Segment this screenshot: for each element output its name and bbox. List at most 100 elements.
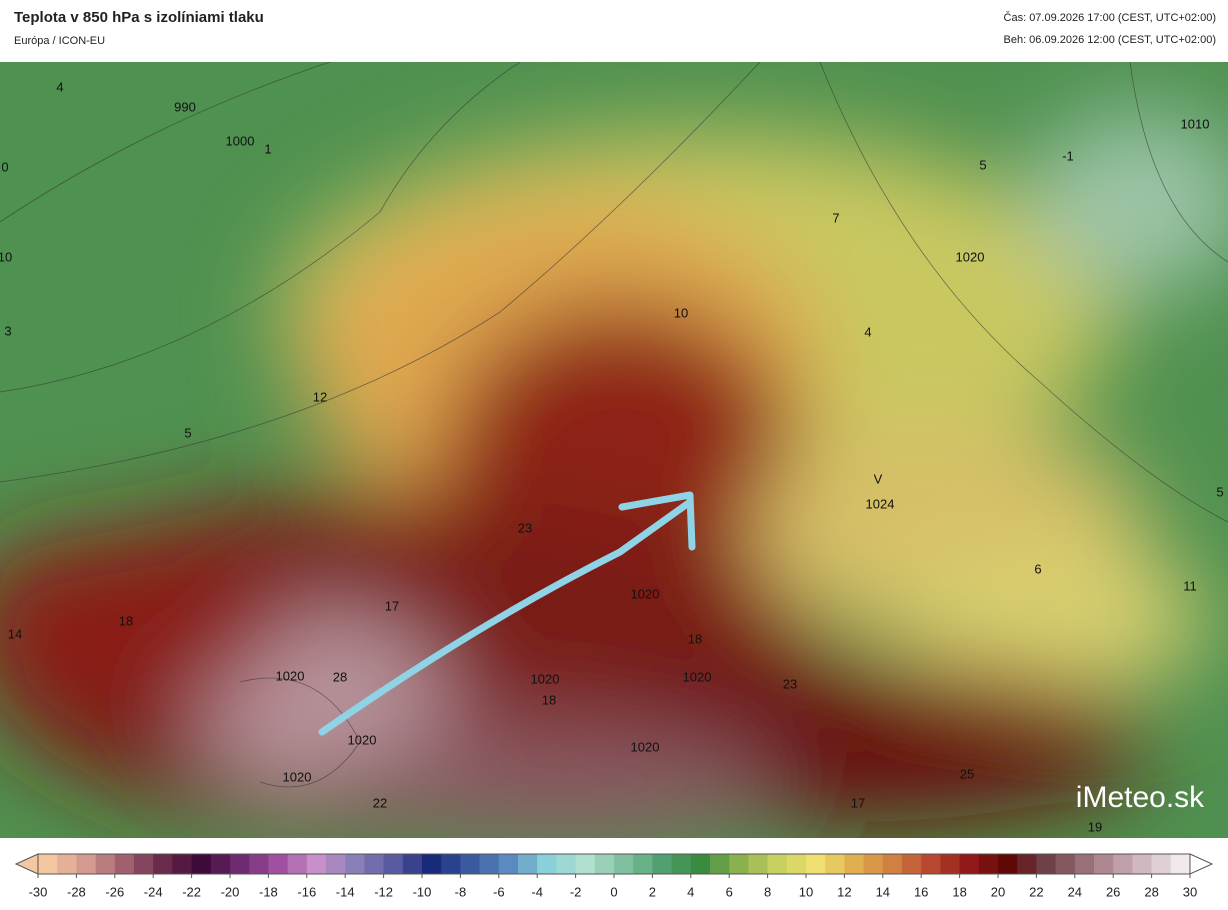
colorbar-swatch	[306, 854, 327, 874]
map-label: 4	[864, 324, 871, 339]
colorbar-swatch	[767, 854, 788, 874]
map-label: 19	[1088, 819, 1102, 834]
colorbar-swatch	[345, 854, 365, 874]
colorbar-tick-label: 12	[837, 884, 851, 899]
colorbar-swatch	[844, 854, 865, 874]
colorbar-tick-label: 22	[1029, 884, 1043, 899]
colorbar-tick-label: -18	[259, 884, 278, 899]
colorbar-swatch	[172, 854, 193, 874]
colorbar-swatch	[230, 854, 250, 874]
colorbar-swatch	[134, 854, 154, 874]
colorbar-swatch	[441, 854, 461, 874]
map-label: 28	[333, 669, 347, 684]
map-label: 18	[688, 631, 702, 646]
colorbar-tick-label: 6	[726, 884, 733, 899]
map-label: 18	[119, 613, 133, 628]
colorbar-tick-label: -26	[105, 884, 124, 899]
map-label: 5	[184, 425, 191, 440]
colorbar-tick-label: 30	[1183, 884, 1197, 899]
colorbar-swatch	[383, 854, 404, 874]
map-label: 4	[56, 79, 63, 94]
colorbar-tick-label: 24	[1068, 884, 1082, 899]
map-label: 25	[960, 766, 974, 781]
colorbar-swatch	[1151, 854, 1172, 874]
colorbar-swatch	[479, 854, 500, 874]
colorbar-swatch	[652, 854, 673, 874]
map-label: 17	[851, 795, 865, 810]
colorbar-tick-label: 4	[687, 884, 694, 899]
colorbar-tick-label: -4	[531, 884, 543, 899]
arrow	[318, 491, 696, 736]
colorbar-swatch	[959, 854, 980, 874]
colorbar-swatch	[729, 854, 749, 874]
map-label: 1020	[283, 769, 312, 784]
colorbar-swatch	[863, 854, 884, 874]
map-label: 1020	[956, 249, 985, 264]
map-label: 1020	[683, 669, 712, 684]
colorbar-tick-label: -30	[29, 884, 48, 899]
colorbar-swatch	[114, 854, 135, 874]
colorbar-swatch	[940, 854, 961, 874]
map-label: 1	[264, 141, 271, 156]
map-label: 3	[4, 323, 11, 338]
map-label: 1024	[866, 496, 895, 511]
map-label: 10	[0, 249, 12, 264]
colorbar-swatch	[95, 854, 116, 874]
map-label: 5	[979, 157, 986, 172]
map-label: 1020	[276, 668, 305, 683]
colorbar-tick-label: -12	[374, 884, 393, 899]
map-label: 1010	[1181, 116, 1210, 131]
colorbar-tick-label: -20	[221, 884, 240, 899]
map-label: 23	[783, 676, 797, 691]
colorbar-tick-label: 0	[610, 884, 617, 899]
colorbar-swatch	[364, 854, 385, 874]
map-label: 12	[313, 389, 327, 404]
colorbar-swatch	[1132, 854, 1153, 874]
colorbar-end	[14, 853, 39, 875]
colorbar-tick-label: 2	[649, 884, 656, 899]
map-label: -1	[1062, 148, 1074, 163]
colorbar-swatch	[249, 854, 269, 874]
colorbar-swatch	[153, 854, 173, 874]
colorbar-tick-label: 28	[1144, 884, 1158, 899]
colorbar-swatch	[38, 854, 58, 874]
colorbar-swatch	[1017, 854, 1037, 874]
colorbar-swatch	[786, 854, 807, 874]
colorbar-swatch	[575, 854, 596, 874]
map-label: 18	[542, 692, 556, 707]
map-label: 17	[385, 598, 399, 613]
valid-time: Čas: 07.09.2026 17:00 (CEST, UTC+02:00)	[1003, 12, 1216, 24]
temperature-field	[0, 112, 1228, 838]
map-label: 1020	[631, 739, 660, 754]
colorbar-tick-label: 10	[799, 884, 813, 899]
isobars	[0, 62, 1228, 788]
colorbar-swatch	[191, 854, 212, 874]
colorbar-swatch	[614, 854, 634, 874]
map-label: 7	[832, 210, 839, 225]
colorbar-tick-label: 26	[1106, 884, 1120, 899]
colorbar-tick-label: -2	[570, 884, 582, 899]
colorbar-tick-label: 14	[876, 884, 890, 899]
map-label: 0	[1, 159, 8, 174]
colorbar-swatch	[825, 854, 845, 874]
map-label: 14	[8, 626, 22, 641]
colorbar-end	[1189, 853, 1214, 875]
colorbar-tick-label: -10	[413, 884, 432, 899]
colorbar-swatch	[902, 854, 922, 874]
map-label: 1020	[531, 671, 560, 686]
colorbar-swatch	[537, 854, 557, 874]
colorbar-swatch	[326, 854, 346, 874]
colorbar-swatch	[268, 854, 289, 874]
map-label: 1020	[631, 586, 660, 601]
colorbar-swatch	[1113, 854, 1133, 874]
map-label: 5	[1216, 484, 1223, 499]
colorbar-swatch	[287, 854, 308, 874]
colorbar: -30 -28 -26 -24 -22 -20 -18 -16 -14 -12 -10 -8 -6 -4-…	[14, 853, 1214, 899]
colorbar-swatch	[460, 854, 481, 874]
colorbar-swatch	[1094, 854, 1114, 874]
colorbar-swatch	[633, 854, 653, 874]
colorbar-swatch	[710, 854, 730, 874]
colorbar-swatch	[882, 854, 903, 874]
colorbar-swatch	[402, 854, 423, 874]
